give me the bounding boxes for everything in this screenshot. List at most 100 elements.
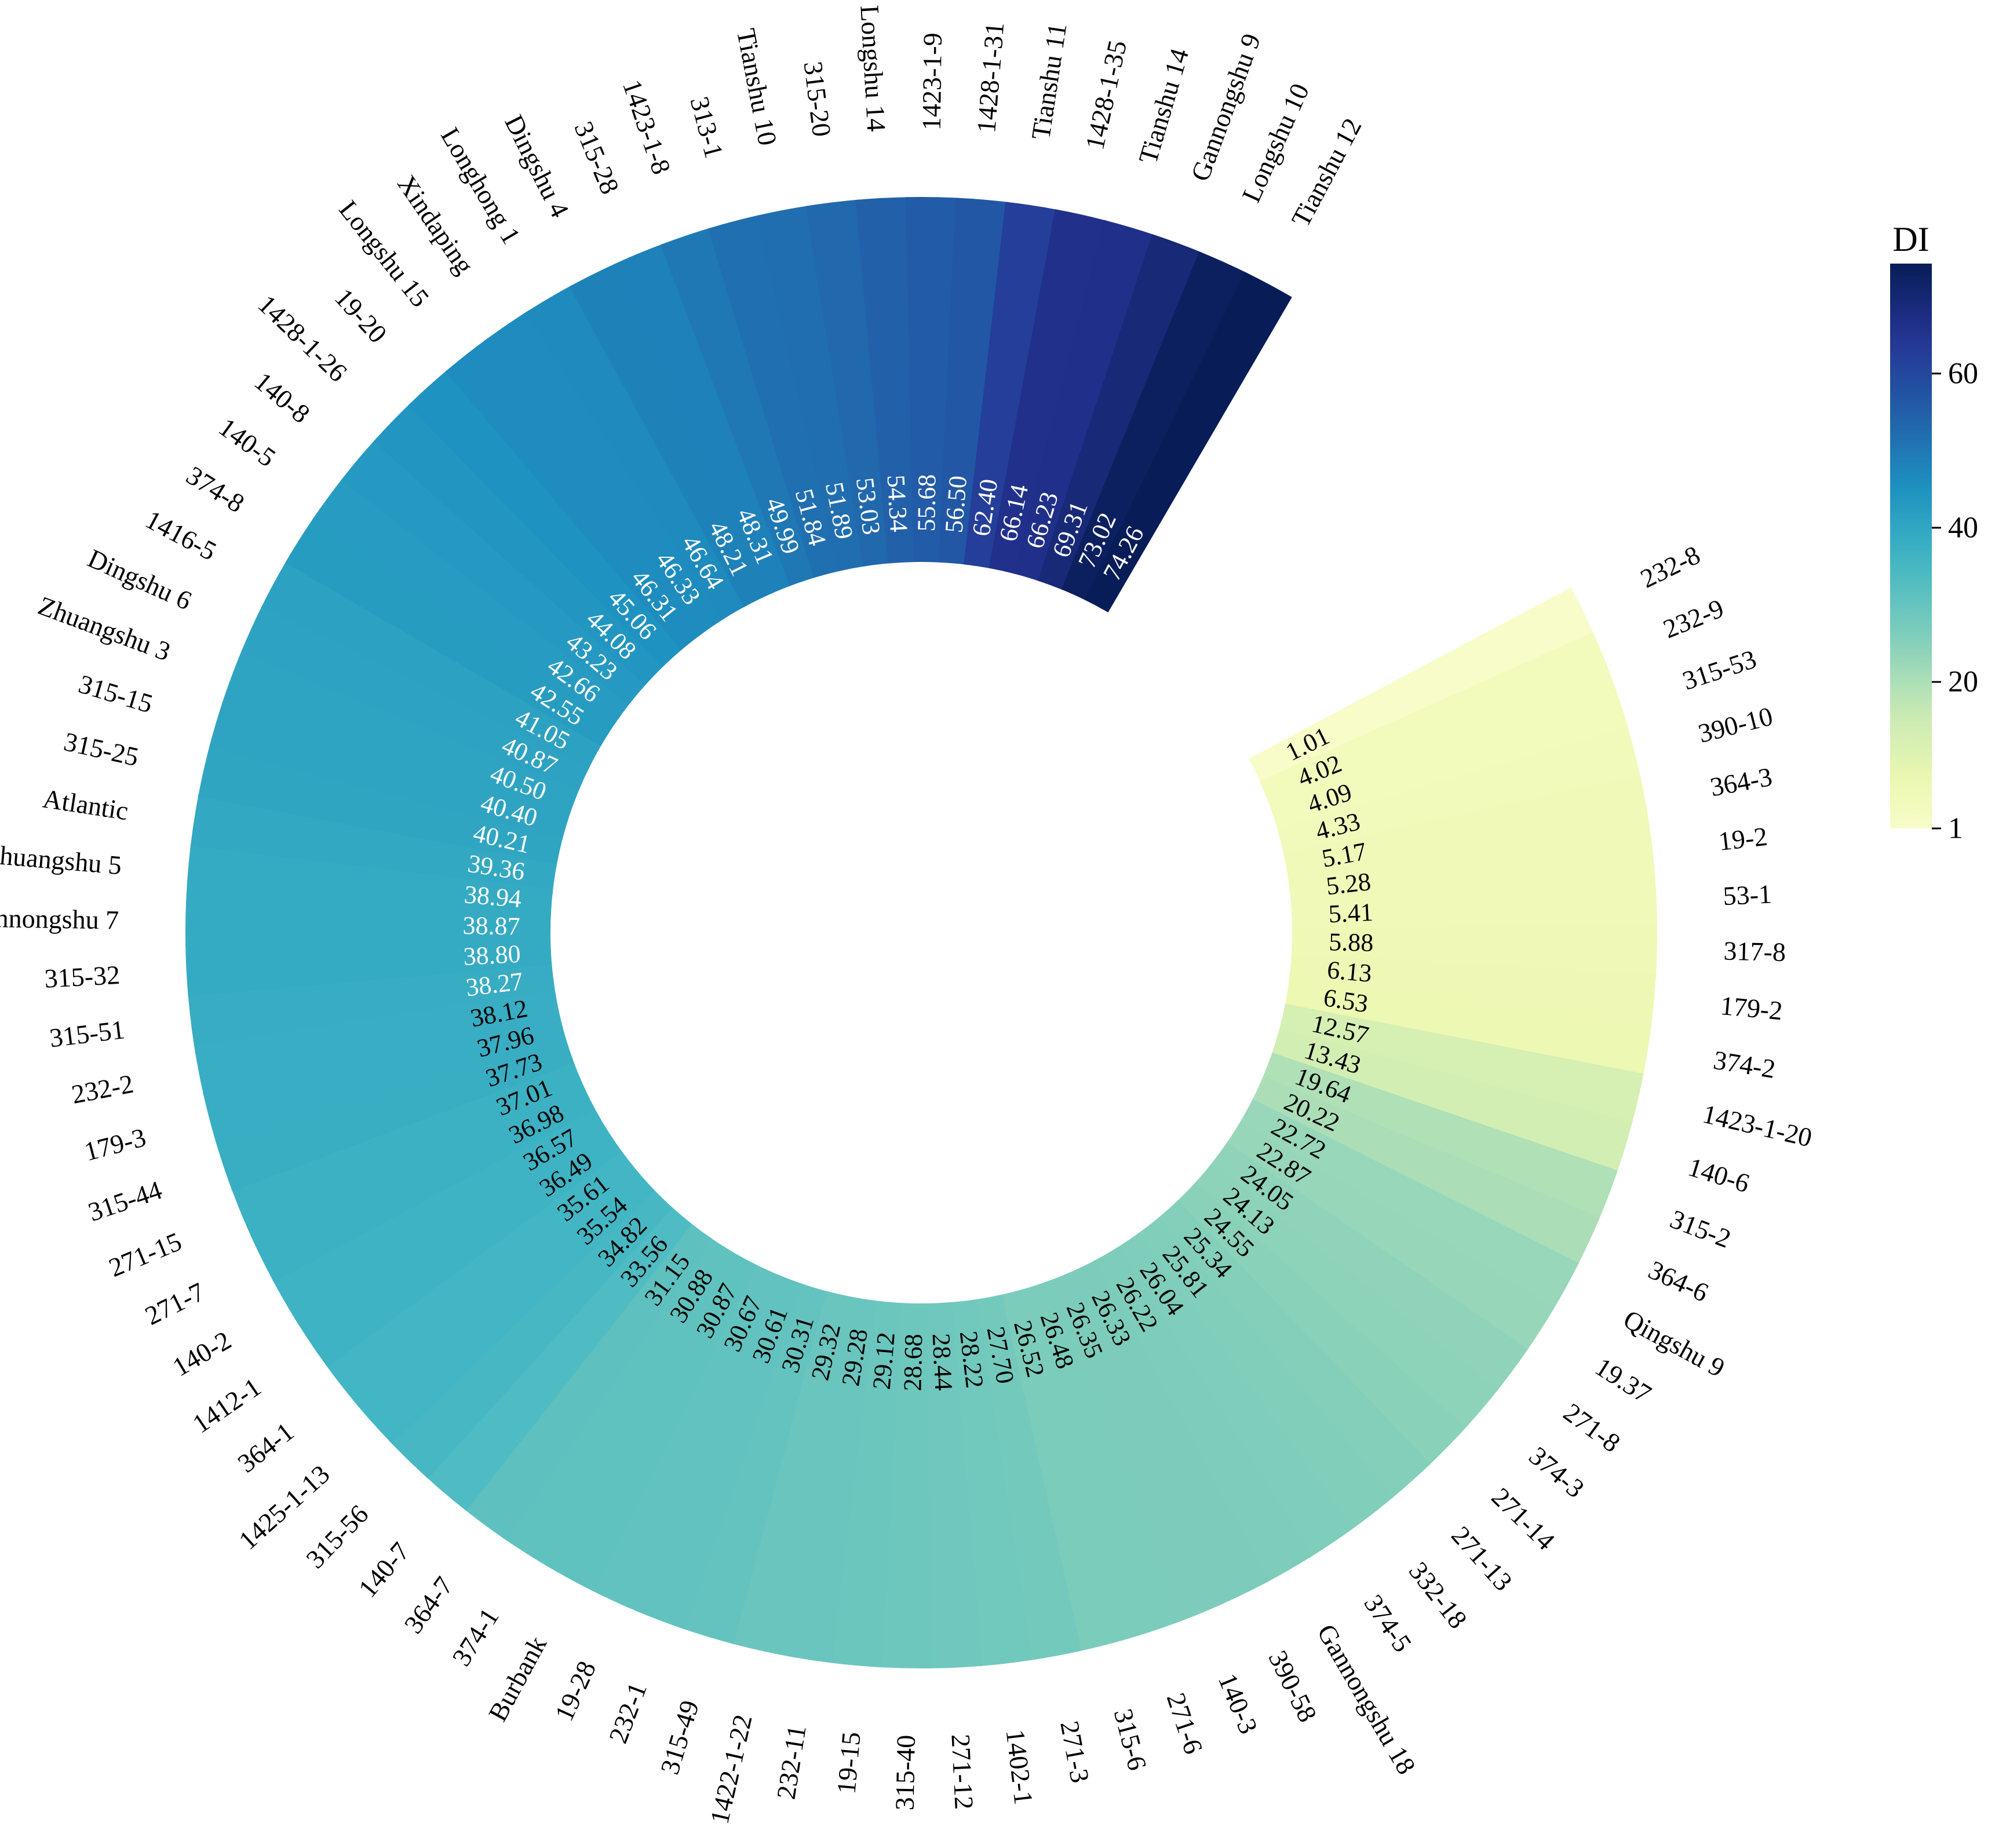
colorbar-tick-label: 60 [1948,357,1978,390]
value-label: 6.13 [1326,955,1373,988]
wedge-1412-1 [297,1129,622,1367]
wedge-315-40 [878,1302,932,1668]
value-label: 28.68 [898,1334,928,1392]
category-label: 315-20 [798,60,837,138]
wedge-315-6 [1000,1288,1130,1652]
category-label: 19-2 [1717,821,1769,856]
wedge-271-3 [975,1294,1082,1661]
value-label: 5.41 [1328,898,1374,928]
wedge-374-5 [1117,1232,1354,1558]
wedge-374-3 [1194,1163,1498,1430]
value-label: 28.22 [954,1330,989,1390]
wedge-271-8 [1210,1142,1528,1392]
category-label: Tianshu 11 [1026,21,1072,141]
value-label: 54.34 [881,474,913,533]
value-label: 28.44 [927,1332,958,1391]
category-label: 271-3 [1055,1719,1095,1785]
colorbar-ticks: 1 20 40 60 [1932,357,1978,845]
wedge-19-2 [1288,824,1655,905]
wedge-232-1 [636,1274,803,1630]
wedge-tianshu-14 [1013,220,1155,582]
wedge-qingshu-9 [1239,1099,1579,1310]
wedge-burbank [546,1251,756,1591]
wedge-315-25 [198,744,563,864]
wedge-xindaping [484,310,724,634]
category-label: Tianshu 14 [1133,45,1194,167]
category-label: 271-7 [140,1277,209,1331]
wedge-232-2 [194,988,560,1095]
category-label: 364-6 [1644,1255,1713,1308]
colorbar: DI 1 20 40 60 [1890,220,1978,845]
wedge-tianshu-11 [964,202,1059,569]
wedge-1425-1-13 [356,1170,655,1444]
wedge-364-1 [325,1150,638,1407]
colorbar-title: DI [1892,220,1929,258]
wedge-317-8 [1291,924,1657,978]
category-label: Tianshu 12 [1286,114,1367,232]
wedge-332-18 [1137,1217,1394,1530]
category-label: Longshu 14 [855,5,891,133]
wedge-140-2 [272,1107,608,1326]
wedge-271-6 [1024,1280,1178,1639]
wedge-1423-1-9 [905,196,959,563]
colorbar-tick-label: 20 [1948,666,1978,699]
category-label: 332-18 [1403,1556,1473,1634]
category-label: 179-2 [1719,991,1784,1026]
wedge-271-12 [925,1302,983,1668]
value-label: 5.28 [1325,867,1372,900]
wedge-364-3 [1283,775,1650,880]
wedge-315-15 [209,696,570,839]
wedge-19-20 [408,369,683,667]
wedge-140-5 [312,477,630,725]
category-label: 374-2 [1712,1045,1778,1084]
category-label: 19.37 [1590,1352,1657,1409]
category-label: 140-5 [213,412,281,472]
category-label: 1402-1 [1001,1728,1039,1806]
category-label: Dingshu 4 [499,110,575,222]
category-label: 390-58 [1263,1646,1322,1726]
wedge-tianshu-10 [756,205,865,572]
category-label: 1423-1-20 [1700,1099,1815,1153]
category-label: Zhuangshu 5 [0,839,123,880]
wedge-1422-1-22 [731,1291,852,1656]
wedge-1428-1-26 [373,403,664,685]
wedge-dingshu-4 [569,262,768,607]
colorbar-tick-label: 1 [1948,812,1963,845]
wedge-140-6 [1271,1028,1632,1174]
category-label: 313-1 [685,93,730,161]
wedge-longshu-14 [855,197,915,564]
category-label: 271-8 [1558,1397,1626,1458]
category-label: 315-40 [890,1734,921,1810]
wedge-232-9 [1260,632,1613,806]
wedge-315-49 [683,1283,827,1645]
wedge-gannongshu-7 [185,893,551,947]
category-label: 1422-1-22 [705,1712,758,1827]
category-label: 53-1 [1722,879,1772,911]
category-label: 315-2 [1666,1204,1735,1254]
category-label: 271-6 [1161,1689,1209,1758]
category-label: 374-1 [446,1603,504,1671]
category-label: 315-51 [48,1014,127,1053]
wedge-group [185,196,1657,1668]
category-label: 140-2 [167,1325,236,1382]
wedge-271-7 [250,1084,595,1283]
category-label: 315-53 [1679,644,1760,696]
category-label: 271-14 [1486,1482,1560,1555]
category-label: 271-12 [946,1733,979,1810]
category-label: 317-8 [1723,936,1786,967]
wedge-315-56 [389,1189,673,1479]
category-label: 364-1 [232,1416,300,1478]
category-label: 315-15 [75,669,156,719]
wedge-140-8 [341,439,647,704]
wedge-374-2 [1285,978,1652,1077]
category-label: 315-44 [85,1175,166,1227]
category-label: 140-8 [249,366,316,429]
wedge-1423-1-8 [660,227,816,586]
category-label: 364-3 [1708,762,1775,802]
wedge-tianshu-12 [1084,272,1292,613]
category-label: Tianshu 10 [731,26,783,148]
category-label: 390-10 [1695,701,1776,748]
wedge-364-6 [1252,1076,1600,1266]
wedge-gannongshu-9 [1037,234,1202,590]
